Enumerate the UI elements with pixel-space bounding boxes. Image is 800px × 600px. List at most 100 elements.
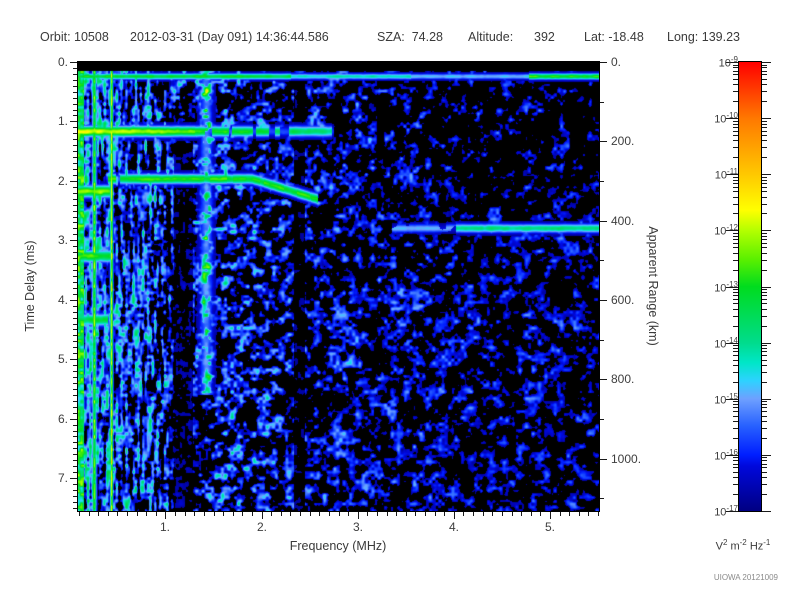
- colorbar-minor-tick: [733, 147, 738, 148]
- colorbar-minor-tick: [762, 177, 767, 178]
- colorbar-minor-tick: [762, 295, 767, 296]
- y-right-tick-label: 200.: [611, 134, 635, 148]
- y-left-minor-tick: [73, 92, 77, 93]
- y-left-minor-tick: [73, 508, 77, 509]
- colorbar-minor-tick: [762, 140, 767, 141]
- colorbar-tick-label: 10-13: [714, 280, 738, 295]
- y-left-minor-tick: [73, 484, 77, 485]
- colorbar-minor-tick: [733, 71, 738, 72]
- colorbar-minor-tick: [733, 401, 738, 402]
- y-left-minor-tick: [73, 199, 77, 200]
- y-left-minor-tick: [73, 502, 77, 503]
- y-left-major-tick: [70, 62, 77, 63]
- colorbar-minor-tick: [762, 127, 767, 128]
- colorbar-major-tick: [726, 343, 738, 344]
- colorbar-minor-tick: [762, 407, 767, 408]
- y-left-minor-tick: [73, 151, 77, 152]
- x-minor-tick: [483, 512, 484, 516]
- colorbar-minor-tick: [733, 204, 738, 205]
- y-left-minor-tick: [73, 68, 77, 69]
- x-minor-tick: [117, 512, 118, 516]
- colorbar-major-tick: [762, 174, 771, 175]
- y-left-minor-tick: [73, 496, 77, 497]
- x-minor-tick: [598, 512, 599, 516]
- colorbar-minor-tick: [733, 316, 738, 317]
- y-left-minor-tick: [73, 193, 77, 194]
- x-minor-tick: [204, 512, 205, 516]
- colorbar-minor-tick: [733, 372, 738, 373]
- x-minor-tick: [463, 512, 464, 516]
- y-right-major-tick: [600, 300, 607, 301]
- colorbar-minor-tick: [733, 299, 738, 300]
- x-minor-tick: [387, 512, 388, 516]
- colorbar-minor-tick: [733, 177, 738, 178]
- y-left-minor-tick: [73, 163, 77, 164]
- x-minor-tick: [300, 512, 301, 516]
- y-left-minor-tick: [73, 258, 77, 259]
- x-minor-tick: [492, 512, 493, 516]
- x-minor-tick: [194, 512, 195, 516]
- x-major-tick: [550, 512, 551, 519]
- colorbar-minor-tick: [762, 233, 767, 234]
- x-minor-tick: [89, 512, 90, 516]
- colorbar-minor-tick: [762, 464, 767, 465]
- y-left-tick-label: 1.: [57, 114, 68, 128]
- y-left-minor-tick: [73, 270, 77, 271]
- y-right-minor-tick: [600, 102, 604, 103]
- colorbar-minor-tick: [762, 239, 767, 240]
- x-minor-tick: [588, 512, 589, 516]
- colorbar-minor-tick: [762, 457, 767, 458]
- colorbar-minor-tick: [733, 84, 738, 85]
- y-left-tick-label: 7.: [57, 471, 68, 485]
- y-left-tick-label: 2.: [57, 174, 68, 188]
- x-minor-tick: [329, 512, 330, 516]
- y-left-tick-label: 4.: [57, 293, 68, 307]
- colorbar-minor-tick: [733, 484, 738, 485]
- colorbar-minor-tick: [762, 204, 767, 205]
- colorbar-major-tick: [726, 287, 738, 288]
- y-left-minor-tick: [73, 169, 77, 170]
- x-minor-tick: [98, 512, 99, 516]
- colorbar-minor-tick: [733, 135, 738, 136]
- colorbar-minor-tick: [733, 247, 738, 248]
- y-left-major-tick: [70, 478, 77, 479]
- colorbar-minor-tick: [733, 289, 738, 290]
- colorbar-major-tick: [726, 455, 738, 456]
- colorbar-minor-tick: [733, 460, 738, 461]
- y-left-minor-tick: [73, 389, 77, 390]
- colorbar-minor-tick: [733, 416, 738, 417]
- y-left-minor-tick: [73, 377, 77, 378]
- colorbar-minor-tick: [762, 292, 767, 293]
- colorbar-minor-tick: [762, 79, 767, 80]
- colorbar-minor-tick: [733, 191, 738, 192]
- y-left-major-tick: [70, 359, 77, 360]
- colorbar-minor-tick: [762, 191, 767, 192]
- y-left-minor-tick: [73, 211, 77, 212]
- colorbar-minor-tick: [762, 299, 767, 300]
- y-left-minor-tick: [73, 110, 77, 111]
- y-left-minor-tick: [73, 347, 77, 348]
- y-left-minor-tick: [73, 460, 77, 461]
- x-tick-label: 5.: [544, 520, 556, 534]
- colorbar-tick-label: 10-9: [718, 55, 738, 70]
- colorbar-minor-tick: [733, 457, 738, 458]
- x-minor-tick: [521, 512, 522, 516]
- x-minor-tick: [290, 512, 291, 516]
- x-tick-label: 2.: [256, 520, 268, 534]
- colorbar-minor-tick: [733, 494, 738, 495]
- colorbar-minor-tick: [733, 295, 738, 296]
- y-left-minor-tick: [73, 324, 77, 325]
- colorbar-minor-tick: [733, 140, 738, 141]
- colorbar-minor-tick: [762, 157, 767, 158]
- header-datetime: 2012-03-31 (Day 091) 14:36:44.586: [130, 30, 329, 44]
- colorbar-minor-tick: [762, 421, 767, 422]
- colorbar-minor-tick: [762, 187, 767, 188]
- y-left-tick-label: 0.: [57, 55, 68, 69]
- colorbar: [738, 61, 762, 512]
- x-minor-tick: [185, 512, 186, 516]
- colorbar-minor-tick: [762, 84, 767, 85]
- y-left-minor-tick: [73, 252, 77, 253]
- colorbar-minor-tick: [762, 467, 767, 468]
- colorbar-major-tick: [762, 455, 771, 456]
